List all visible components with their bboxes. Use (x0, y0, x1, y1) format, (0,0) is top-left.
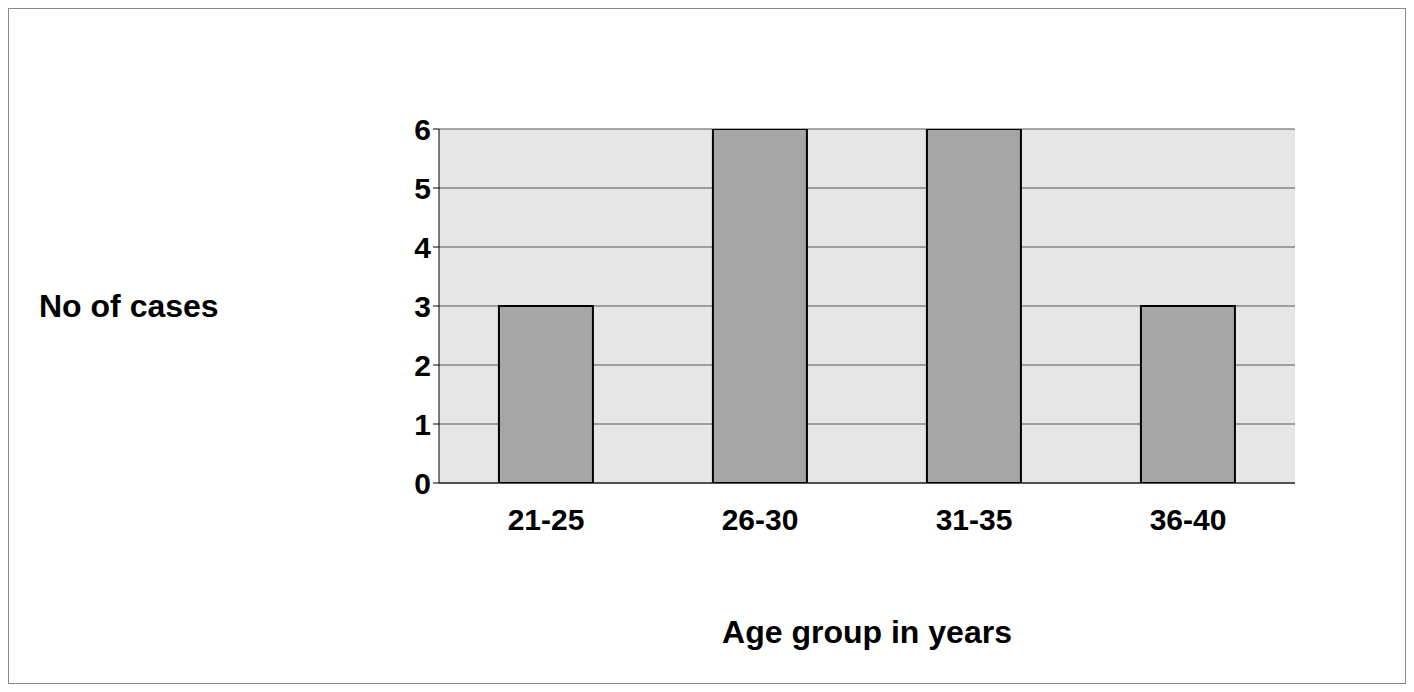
svg-text:6: 6 (414, 113, 431, 146)
svg-text:Age group in years: Age group in years (722, 614, 1012, 650)
svg-text:31-35: 31-35 (936, 503, 1013, 536)
svg-text:0: 0 (414, 467, 431, 500)
svg-text:3: 3 (414, 290, 431, 323)
svg-text:No of cases: No of cases (39, 288, 219, 324)
svg-text:2: 2 (414, 349, 431, 382)
svg-text:1: 1 (414, 408, 431, 441)
svg-text:21-25: 21-25 (508, 503, 585, 536)
svg-text:36-40: 36-40 (1150, 503, 1227, 536)
svg-text:5: 5 (414, 172, 431, 205)
svg-text:26-30: 26-30 (722, 503, 799, 536)
svg-text:4: 4 (414, 231, 431, 264)
